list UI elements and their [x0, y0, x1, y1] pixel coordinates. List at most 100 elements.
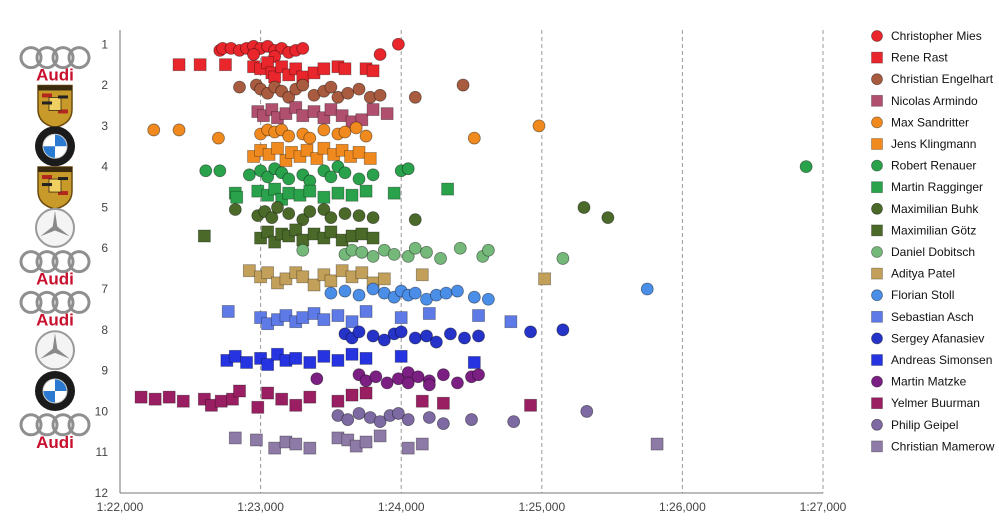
data-point — [317, 62, 331, 76]
series-daniel-dobitsch — [296, 241, 570, 265]
data-point — [324, 80, 338, 94]
data-point — [401, 441, 415, 455]
data-point — [444, 327, 457, 341]
data-point — [279, 309, 293, 322]
legend-item: Yelmer Buurman — [871, 396, 980, 410]
series-andreas-simonsen — [220, 347, 481, 371]
axes — [119, 30, 823, 494]
series-christopher-mies — [213, 37, 405, 63]
data-point — [324, 211, 338, 225]
legend-item: Martin Ragginger — [871, 180, 983, 194]
data-point — [436, 417, 450, 431]
legend-label: Maximilian Buhk — [891, 202, 979, 216]
data-point — [282, 207, 296, 220]
data-point — [303, 390, 317, 404]
legend-item: Maximilian Buhk — [871, 202, 979, 216]
data-point — [387, 247, 401, 261]
legend-marker — [871, 30, 883, 42]
data-point — [415, 394, 429, 408]
data-point — [394, 325, 408, 339]
series-sergey-afanasiev — [338, 323, 570, 349]
legend-item: Sergey Afanasiev — [871, 331, 984, 345]
data-point — [352, 209, 366, 223]
data-point — [415, 268, 429, 282]
legend: Christopher Mies Rene Rast Christian Engel… — [871, 29, 995, 453]
legend-marker — [871, 375, 883, 388]
data-point — [247, 48, 260, 61]
data-point — [556, 252, 570, 265]
data-point — [338, 207, 352, 220]
series-christian-mamerow — [228, 429, 664, 455]
porsche-logo — [37, 84, 73, 129]
data-point — [472, 309, 485, 322]
data-point — [279, 107, 293, 121]
data-point — [331, 394, 345, 408]
bmw-logo — [35, 126, 75, 167]
data-point — [467, 131, 481, 145]
data-point — [394, 311, 408, 324]
data-point — [373, 48, 387, 61]
data-point — [352, 82, 366, 96]
legend-label: Rene Rast — [891, 51, 948, 65]
data-point — [228, 203, 242, 216]
legend-label: Robert Renauer — [891, 159, 976, 173]
data-point — [472, 368, 485, 382]
data-point — [296, 78, 310, 92]
legend-label: Maximilian Götz — [891, 223, 976, 237]
data-point — [420, 245, 433, 259]
data-point — [439, 286, 453, 300]
legend-label: Max Sandritter — [891, 115, 969, 129]
data-point — [366, 329, 380, 343]
data-point — [310, 152, 324, 165]
data-point — [249, 433, 263, 447]
legend-label: Andreas Simonsen — [891, 353, 992, 367]
y-tick-label: 11 — [96, 445, 109, 459]
legend-marker — [871, 397, 883, 410]
series-robert-renauer — [199, 160, 813, 188]
data-point — [271, 141, 284, 155]
legend-item: Andreas Simonsen — [871, 353, 992, 367]
y-tick-label: 12 — [95, 486, 109, 500]
legend-item: Daniel Dobitsch — [871, 245, 975, 259]
legend-item: Jens Klingmann — [871, 137, 976, 151]
data-point — [228, 431, 242, 445]
data-point — [391, 37, 405, 51]
legend-marker — [871, 51, 883, 64]
y-tick-label: 6 — [101, 241, 108, 255]
data-point — [296, 109, 310, 123]
series-florian-stoll — [324, 282, 654, 306]
data-point — [147, 123, 161, 137]
data-point — [352, 407, 366, 420]
data-point — [268, 182, 282, 196]
data-point — [242, 264, 256, 278]
legend-marker — [871, 440, 883, 453]
data-point — [387, 186, 401, 200]
legend-label: Christian Engelhart — [891, 72, 994, 86]
data-point — [504, 315, 518, 329]
audi-logo: Audi — [19, 413, 91, 452]
data-point — [251, 400, 265, 414]
legend-label: Philip Geipel — [891, 418, 958, 432]
mercedes-logo — [35, 330, 75, 371]
legend-marker — [871, 310, 883, 323]
data-point — [212, 131, 225, 145]
data-point — [429, 335, 443, 349]
data-point — [422, 411, 436, 424]
legend-label: Jens Klingmann — [891, 137, 976, 151]
series-sebastian-asch — [221, 305, 518, 331]
data-point — [197, 229, 211, 243]
data-point — [324, 103, 338, 116]
data-point — [324, 274, 338, 288]
y-tick-label: 8 — [101, 323, 108, 337]
data-point — [556, 323, 570, 337]
data-point — [420, 329, 433, 343]
legend-marker — [871, 289, 883, 302]
legend-marker — [871, 224, 883, 237]
x-tick-label: 1:22,000 — [97, 500, 144, 514]
legend-label: Nicolas Armindo — [891, 94, 978, 108]
data-point — [451, 376, 464, 390]
y-tick-label: 2 — [101, 78, 108, 92]
y-tick-label: 9 — [101, 364, 108, 378]
data-point — [338, 62, 352, 76]
data-point — [296, 41, 310, 55]
